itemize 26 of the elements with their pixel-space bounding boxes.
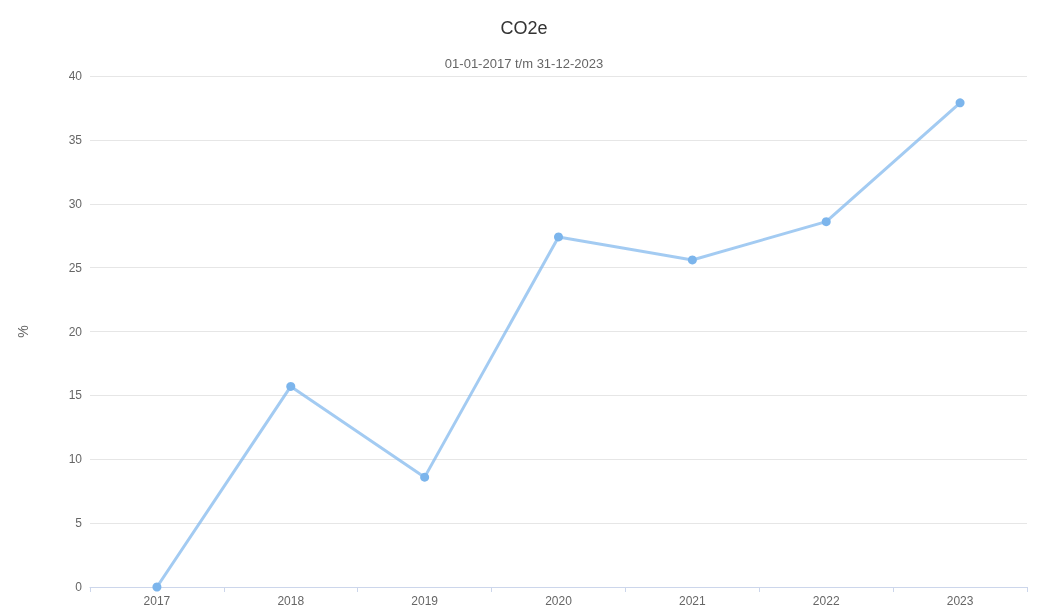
point xyxy=(152,582,162,592)
y-tick-label: 10 xyxy=(68,452,83,467)
y-tick-label: 15 xyxy=(68,388,83,403)
x-tick-label: 2023 xyxy=(946,594,974,608)
y-tick-label: 25 xyxy=(68,260,83,275)
x-tick-label: 2018 xyxy=(277,594,305,608)
point xyxy=(286,381,296,391)
y-tick-label: 40 xyxy=(68,69,83,83)
y-tick-label: 5 xyxy=(75,516,83,531)
y-tick-label: 0 xyxy=(75,580,83,594)
x-tick-label: 2021 xyxy=(679,594,707,608)
y-tick-label: 30 xyxy=(68,196,83,211)
y-tick-label: 35 xyxy=(68,132,83,147)
point xyxy=(554,232,563,242)
point xyxy=(420,472,430,482)
point xyxy=(821,217,831,227)
point xyxy=(955,98,965,108)
y-axis-title: % xyxy=(15,325,31,338)
x-tick-label: 2022 xyxy=(812,594,840,608)
point xyxy=(687,255,697,265)
y-tick-label: 20 xyxy=(68,324,83,339)
x-tick-label: 2017 xyxy=(143,594,171,608)
x-tick-label: 2020 xyxy=(545,594,573,608)
chart-subtitle: 01-01-2017 t/m 31-12-2023 xyxy=(444,56,604,71)
chart-title: CO2e xyxy=(500,18,548,38)
x-tick-label: 2019 xyxy=(411,594,439,608)
